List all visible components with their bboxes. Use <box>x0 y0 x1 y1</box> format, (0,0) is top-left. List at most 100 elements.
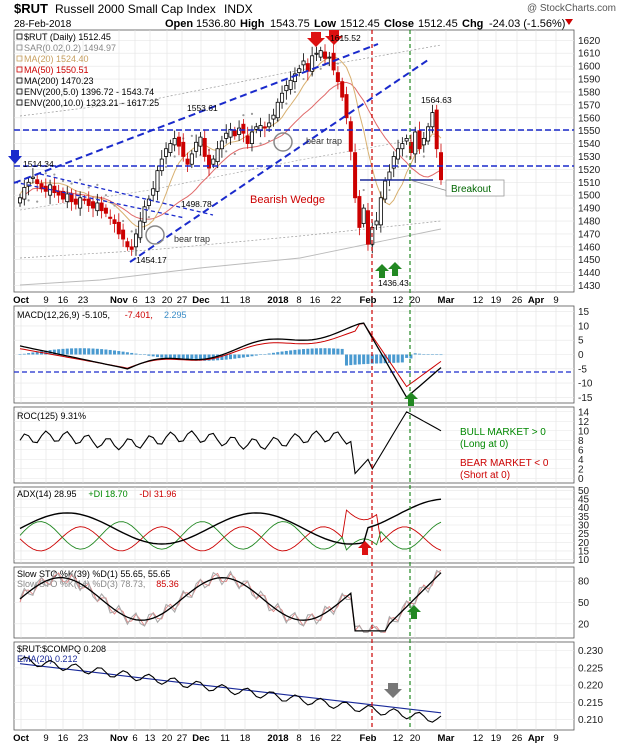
macd-histogram-bar <box>207 354 211 361</box>
macd-histogram-bar <box>353 354 357 365</box>
price-label: 1498.78 <box>181 199 212 209</box>
x-axis-label: 23 <box>78 295 89 306</box>
trend-lines <box>13 43 574 263</box>
macd-histogram-bar <box>147 354 151 356</box>
candle-body <box>17 197 22 204</box>
candle-body <box>344 94 349 119</box>
x-axis-label: 27 <box>177 295 188 306</box>
macd-histogram-bar <box>168 354 172 359</box>
macd-histogram-bar <box>259 354 263 355</box>
candle-body <box>30 176 35 179</box>
sar-dot <box>53 173 56 176</box>
candle-body <box>400 143 405 150</box>
price-y-tick: 1470 <box>578 229 601 240</box>
x-axis-label: Apr <box>528 295 545 306</box>
x-axis-label: 22 <box>331 733 342 744</box>
minus-di-line <box>19 509 442 552</box>
sar-dot <box>422 155 425 158</box>
candle-body <box>413 131 418 155</box>
price-y-tick: 1460 <box>578 242 601 253</box>
channel-upper-trendline <box>39 173 214 216</box>
candle-body <box>241 123 246 134</box>
candle-body <box>168 143 173 154</box>
ratio-y-tick: 0.210 <box>578 715 603 726</box>
macd-histogram-bar <box>413 353 417 355</box>
candle-body <box>151 188 156 196</box>
event-vertical-lines <box>371 30 411 730</box>
macd-histogram-bar <box>289 350 293 355</box>
roc-legend: ROC(125) 9.31% <box>17 411 86 421</box>
roc-y-tick: 12 <box>578 417 590 428</box>
macd-histogram-bar <box>18 354 22 355</box>
macd-histogram-bar <box>52 349 56 355</box>
adx-legend: +DI 18.70 <box>88 489 127 499</box>
adx-y-tick: 10 <box>578 555 590 566</box>
macd-histogram-bar <box>349 354 353 366</box>
candle-body <box>91 201 96 209</box>
sar-dot <box>336 62 339 65</box>
down-arrow-icon <box>325 30 343 45</box>
legend-entry: ENV(200,10.0) 1323.21 - 1617.25 <box>24 98 159 108</box>
x-axis-label: 6 <box>132 295 137 306</box>
ratio-legend: EMA(20) 0.212 <box>17 654 78 664</box>
bear-trap-label: bear trap <box>306 136 342 146</box>
breakout-label: Breakout <box>451 184 491 195</box>
x-axis-label: Nov <box>110 295 129 306</box>
roc-line <box>19 411 442 475</box>
macd-histogram-bar <box>27 353 31 355</box>
candle-body <box>280 92 285 103</box>
candle-body <box>378 197 383 226</box>
adx-y-tick: 20 <box>578 538 590 549</box>
macd-histogram-bar <box>164 354 168 359</box>
macd-histogram-bar <box>229 354 232 360</box>
macd-histogram-bar <box>392 354 396 363</box>
x-axis-label: 16 <box>310 733 321 744</box>
x-axis-label: 2018 <box>267 733 288 744</box>
adx-y-tick: 15 <box>578 546 590 557</box>
macd-histogram-bar <box>113 350 117 355</box>
ratio-frame <box>13 641 575 731</box>
macd-histogram-bar <box>362 354 366 365</box>
symbol: $RUT <box>14 1 48 16</box>
macd-histogram-bar <box>319 348 323 355</box>
candle-body <box>129 246 134 250</box>
candle-body <box>125 241 130 248</box>
candle-body <box>361 207 366 224</box>
watermark: @ StockCharts.com <box>527 3 616 14</box>
adx-y-tick: 25 <box>578 529 590 540</box>
wedge-lower-trendline <box>129 59 429 263</box>
grid-lines <box>14 30 574 730</box>
env-lower-line <box>19 220 442 259</box>
price-y-tick: 1590 <box>578 75 601 86</box>
sto-y-tick: 20 <box>578 619 590 630</box>
candle-body <box>86 198 91 206</box>
sar-dot <box>96 183 99 186</box>
price-frame <box>13 29 575 293</box>
macd-histogram-bar <box>108 349 112 355</box>
adx-legend: ADX(14) 28.95 <box>17 489 77 499</box>
panel-frames <box>13 29 575 731</box>
price-y-tick: 1450 <box>578 255 601 266</box>
price-label: 1454.17 <box>136 255 167 265</box>
env-upper-line <box>19 44 442 117</box>
roc-y-tick: 4 <box>578 455 584 466</box>
macd-histogram-bar <box>379 354 383 364</box>
bearish-wedge-label: Bearish Wedge <box>250 194 325 206</box>
roc-y-tick: 2 <box>578 464 584 475</box>
candle-body <box>155 170 160 192</box>
candle-body <box>297 68 302 73</box>
candle-body <box>275 101 280 119</box>
macd-histogram-bar <box>61 348 65 355</box>
candle-body <box>159 158 164 172</box>
breakout-pointer-line <box>409 179 449 192</box>
candle-body <box>292 73 297 83</box>
adx-panel: ADX(14) 28.95 +DI 18.70 -DI 31.96 <box>17 489 442 555</box>
macd-histogram-bar <box>70 348 74 355</box>
open-value: 1536.80 <box>196 18 236 30</box>
macd-histogram-bar <box>366 354 370 364</box>
macd-legend: MACD(12,26,9) -5.105, <box>17 310 110 320</box>
sar-dot <box>319 67 322 70</box>
sar-dot <box>293 90 297 94</box>
roc-frame <box>13 406 575 484</box>
macd-line <box>19 322 442 399</box>
